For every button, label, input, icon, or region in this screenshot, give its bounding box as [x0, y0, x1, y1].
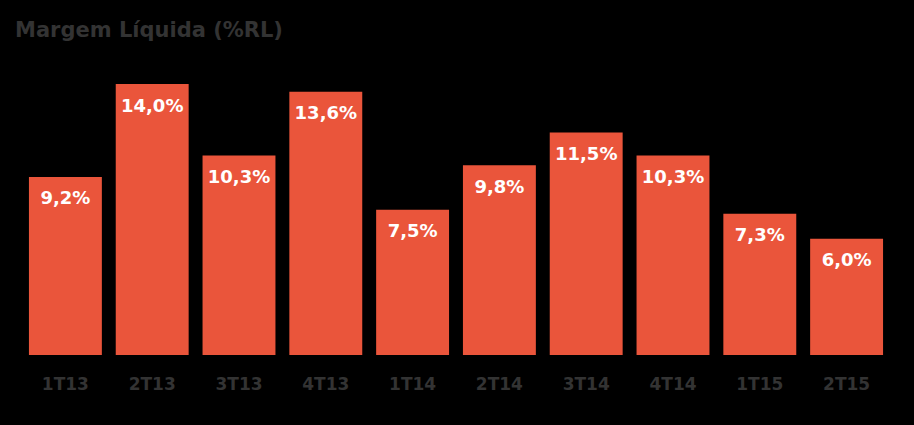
svg-text:11,5%: 11,5%: [555, 143, 617, 164]
svg-text:Margem Líquida (%RL): Margem Líquida (%RL): [15, 18, 283, 42]
svg-text:1T15: 1T15: [736, 374, 783, 394]
svg-text:9,2%: 9,2%: [40, 187, 90, 208]
svg-text:4T13: 4T13: [302, 374, 349, 394]
svg-text:7,3%: 7,3%: [735, 224, 785, 245]
svg-text:4T14: 4T14: [649, 374, 696, 394]
svg-text:1T14: 1T14: [389, 374, 436, 394]
svg-text:2T15: 2T15: [823, 374, 870, 394]
svg-text:2T14: 2T14: [476, 374, 523, 394]
svg-text:6,0%: 6,0%: [822, 249, 872, 270]
svg-text:3T14: 3T14: [563, 374, 610, 394]
svg-text:10,3%: 10,3%: [642, 166, 704, 187]
svg-text:2T13: 2T13: [129, 374, 176, 394]
svg-text:3T13: 3T13: [215, 374, 262, 394]
svg-text:1T13: 1T13: [42, 374, 89, 394]
svg-text:10,3%: 10,3%: [208, 166, 270, 187]
svg-text:13,6%: 13,6%: [295, 102, 357, 123]
svg-text:7,5%: 7,5%: [388, 220, 438, 241]
svg-text:9,8%: 9,8%: [474, 176, 524, 197]
svg-text:14,0%: 14,0%: [121, 95, 183, 116]
